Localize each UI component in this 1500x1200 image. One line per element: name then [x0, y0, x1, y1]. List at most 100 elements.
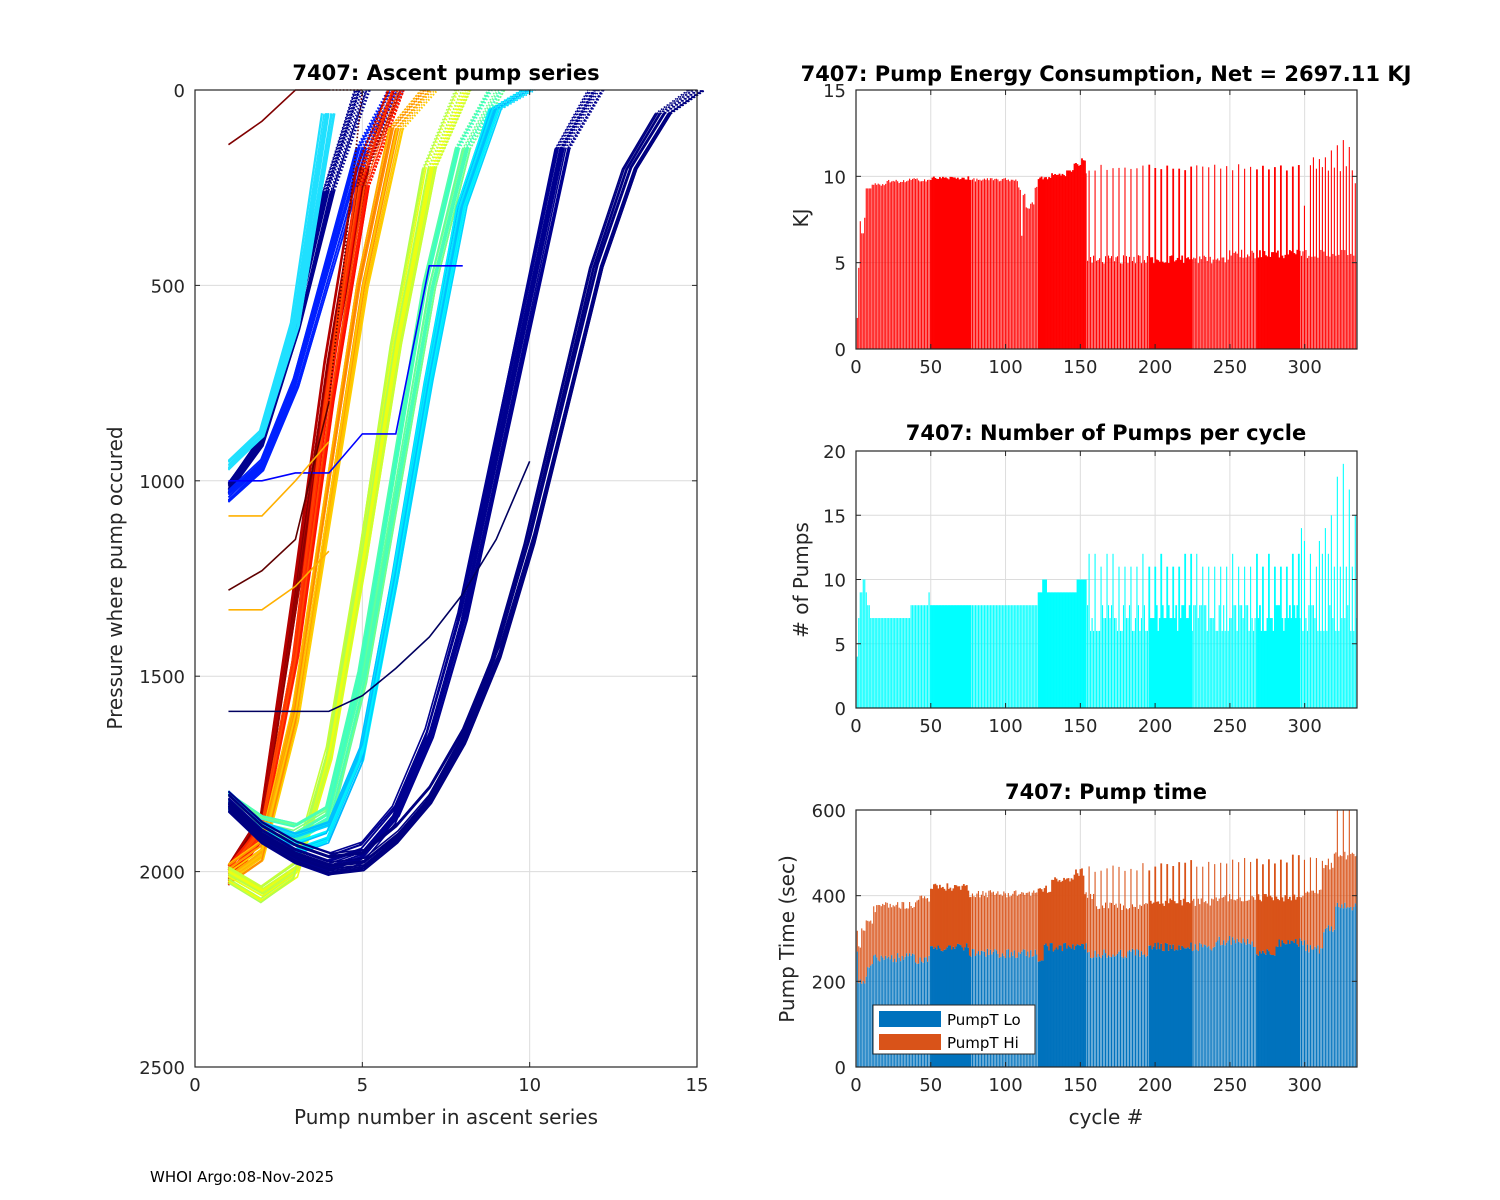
ascent-series-surface-segment [328, 89, 364, 191]
pumpt-lo-bar [1039, 961, 1041, 1067]
pumps-bar [1244, 566, 1246, 708]
energy-bar [1323, 251, 1325, 349]
pumps-bar [1128, 605, 1131, 708]
pumps-bar [1055, 592, 1058, 708]
pumps-bar [1016, 605, 1018, 708]
pumpt-hi-bar [1030, 895, 1032, 951]
x-tick-label: 0 [850, 1075, 861, 1096]
energy-bar [1118, 167, 1120, 349]
pumps-bar [1069, 592, 1071, 708]
energy-bar [1300, 255, 1302, 349]
pumpt-lo-bar [1124, 956, 1126, 1067]
pumps-bar [1326, 630, 1328, 708]
pumps-bar [1338, 630, 1340, 708]
pumps-bar [897, 618, 899, 708]
ascent-series-surface-segment [498, 89, 533, 111]
pumpt-hi-bar [1245, 900, 1247, 945]
pumpt-lo-bar [1054, 949, 1056, 1067]
pumpt-hi-bar [979, 897, 981, 956]
pumpt-hi-bar [886, 902, 888, 959]
pumpt-hi-bar [1230, 899, 1232, 945]
pumpt-hi-bar [877, 904, 879, 961]
pumpt-hi-bar [1107, 908, 1110, 956]
pumpt-hi-bar [1049, 891, 1052, 944]
energy-bar [1182, 262, 1185, 349]
pumpt-lo-bar [1125, 957, 1128, 1067]
pumpt-hi-bar [1121, 909, 1123, 957]
energy-bar [928, 179, 930, 349]
pumpt-lo-bar [1348, 907, 1350, 1067]
pumps-bar [1209, 618, 1211, 708]
pumpt-hi-bar [1205, 901, 1207, 946]
pumpt-hi-bar [1139, 904, 1141, 957]
pumpt-lo-bar [1257, 955, 1260, 1067]
energy-bar [1299, 250, 1301, 349]
pumpt-hi-bar [1294, 899, 1297, 940]
energy-bar [1075, 162, 1077, 349]
energy-ylabel: KJ [789, 208, 813, 227]
pumps-bar [1116, 630, 1119, 708]
pumpt-hi-bar [1241, 901, 1243, 944]
pumpt-hi-bar [1161, 903, 1164, 951]
pumpt-lo-bar [1085, 943, 1087, 1067]
pumpt-hi-bar [1191, 900, 1193, 952]
pumps-bar [1107, 605, 1110, 708]
pumps-bar [1048, 592, 1050, 708]
pumpt-hi-bar [1302, 895, 1304, 946]
energy-bar [1244, 168, 1246, 349]
ascent-ylabel: Pressure where pump occured [103, 426, 127, 729]
ascent-series-surface-segment [359, 89, 394, 188]
energy-bar [874, 183, 876, 349]
pumpt-hi-bar [928, 901, 930, 956]
x-tick-label: 300 [1287, 357, 1321, 378]
energy-bar [1073, 163, 1076, 349]
pumps-bar [1085, 579, 1087, 708]
pumpt-lo-bar [1294, 939, 1297, 1067]
ascent-series-surface-segment [488, 89, 523, 111]
pumpt-lo-bar [1109, 956, 1111, 1067]
pumpt-hi-bar [1315, 857, 1317, 949]
pumps-bar [910, 605, 912, 708]
energy-bar [1211, 263, 1213, 349]
energy-bar [1039, 177, 1041, 349]
pumpt-hi-bar [1039, 888, 1041, 962]
pumpt-hi-bar [1131, 904, 1134, 949]
pumps-bar [995, 605, 997, 708]
pumpt-lo-bar [1167, 950, 1170, 1067]
x-tick-label: 50 [919, 357, 942, 378]
pumpt-hi-bar [921, 895, 923, 962]
pumps-bar [1218, 605, 1220, 708]
pumps-bar [1320, 630, 1322, 708]
energy-bar [1136, 168, 1138, 349]
pumpt-lo-bar [1087, 952, 1089, 1067]
pumpt-lo-bar [1281, 940, 1284, 1067]
ascent-series-line [227, 147, 365, 493]
pumps-bar [1232, 553, 1234, 708]
pumps-bar [928, 592, 930, 708]
pumpt-lo-bar [1206, 947, 1208, 1067]
energy-bar [1081, 158, 1083, 349]
pumps-bar [1342, 463, 1344, 708]
energy-bar [1019, 189, 1021, 349]
pumpt-hi-bar [1235, 900, 1237, 944]
pumps-bar [1154, 566, 1157, 708]
energy-bar [1167, 263, 1170, 349]
pumps-bar [885, 618, 887, 708]
pumpt-lo-bar [1305, 950, 1307, 1067]
legend-swatch-pumpt-lo [879, 1011, 941, 1027]
ascent-series-surface-segment [425, 89, 460, 170]
energy-bar [894, 181, 896, 349]
ascent-series-line [228, 402, 330, 591]
pumpt-hi-bar [1314, 892, 1316, 947]
pumpt-hi-bar [940, 887, 943, 951]
pumps-bar [1072, 592, 1074, 708]
pumps-bar [1081, 579, 1083, 708]
pumps-bar [1339, 566, 1341, 708]
pumps-bar [1309, 553, 1311, 708]
energy-tick-labels: 0 50 100 150 200 250 300 0 5 10 15 [823, 81, 1357, 378]
pumpt-hi-bar [1288, 896, 1291, 945]
pumpt-hi-bar [986, 897, 988, 949]
ascent-series-line [227, 108, 497, 835]
energy-bar [1125, 256, 1128, 349]
pumps-bar [1130, 566, 1132, 708]
